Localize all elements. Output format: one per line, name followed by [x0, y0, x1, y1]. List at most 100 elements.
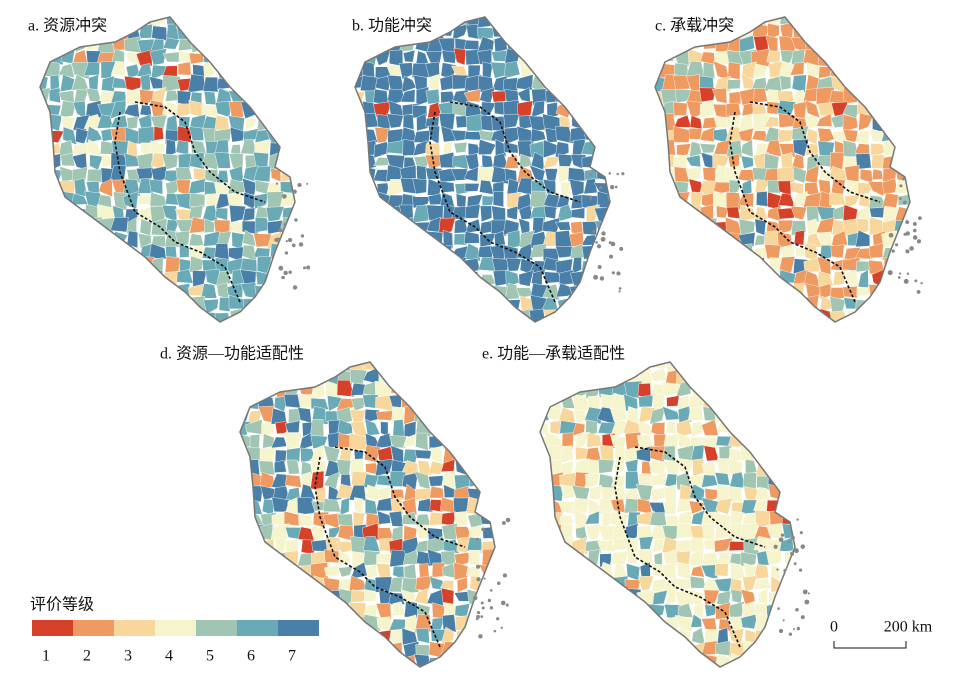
island	[897, 276, 901, 279]
region	[441, 362, 457, 371]
region	[792, 653, 795, 667]
region	[135, 268, 153, 285]
region	[530, 151, 545, 171]
region	[453, 48, 467, 66]
region	[843, 22, 861, 41]
region	[202, 38, 218, 52]
island	[300, 234, 305, 238]
region	[300, 369, 315, 386]
region	[908, 35, 910, 54]
region	[188, 205, 204, 220]
region	[781, 669, 794, 676]
region	[491, 324, 506, 338]
island	[481, 606, 485, 610]
region	[85, 35, 101, 51]
region	[767, 434, 784, 452]
region	[529, 48, 546, 67]
legend-swatch	[278, 620, 319, 636]
region	[375, 296, 389, 314]
region	[298, 577, 314, 593]
region	[831, 324, 847, 336]
region	[503, 61, 521, 79]
island	[788, 540, 791, 544]
region	[288, 576, 303, 591]
region	[252, 312, 269, 322]
region	[135, 49, 153, 67]
region	[767, 367, 784, 385]
region	[481, 588, 495, 608]
region	[359, 153, 377, 172]
region	[493, 551, 495, 566]
region	[909, 47, 910, 66]
region	[871, 154, 885, 169]
island	[593, 274, 599, 280]
island	[804, 599, 810, 605]
region	[162, 37, 181, 50]
region	[112, 321, 127, 322]
region	[780, 421, 795, 433]
region	[257, 103, 272, 117]
region	[401, 380, 418, 397]
region	[456, 576, 468, 593]
region	[72, 49, 88, 64]
region	[662, 445, 676, 462]
region	[453, 367, 469, 382]
island	[777, 607, 780, 610]
region	[829, 296, 846, 314]
region	[659, 231, 679, 248]
region	[558, 629, 577, 643]
region	[417, 498, 434, 513]
region	[296, 296, 310, 311]
region	[595, 47, 610, 65]
region	[548, 538, 564, 554]
region	[245, 589, 264, 606]
region	[727, 270, 745, 288]
region	[58, 231, 74, 246]
region	[466, 362, 483, 372]
region	[364, 658, 381, 667]
region	[355, 128, 365, 145]
region	[430, 670, 446, 676]
region	[546, 382, 562, 398]
region	[400, 295, 415, 314]
region	[540, 487, 550, 500]
region	[674, 114, 692, 128]
region	[480, 641, 495, 658]
region	[702, 369, 721, 386]
region	[804, 164, 820, 184]
region	[60, 245, 77, 262]
region	[727, 367, 742, 385]
region	[274, 449, 287, 464]
region	[387, 217, 404, 236]
region	[293, 63, 295, 80]
region	[401, 511, 417, 526]
region	[189, 192, 206, 207]
region	[84, 271, 104, 289]
region	[175, 179, 191, 196]
region	[324, 641, 342, 659]
region	[386, 294, 401, 313]
region	[793, 370, 795, 383]
region	[374, 48, 391, 66]
region	[417, 460, 433, 476]
region	[504, 23, 521, 38]
region	[780, 321, 796, 322]
region	[882, 87, 900, 106]
region	[611, 473, 626, 488]
region	[258, 561, 274, 580]
region	[655, 104, 663, 116]
region	[364, 498, 378, 515]
region	[283, 510, 301, 527]
island	[906, 272, 910, 275]
region	[678, 668, 691, 676]
region	[429, 499, 443, 513]
region	[532, 323, 546, 338]
region	[517, 100, 534, 117]
region	[324, 669, 342, 676]
region	[286, 447, 301, 462]
region	[453, 409, 468, 426]
region	[726, 258, 745, 276]
region	[255, 17, 270, 27]
region	[560, 181, 572, 197]
island	[476, 611, 481, 615]
